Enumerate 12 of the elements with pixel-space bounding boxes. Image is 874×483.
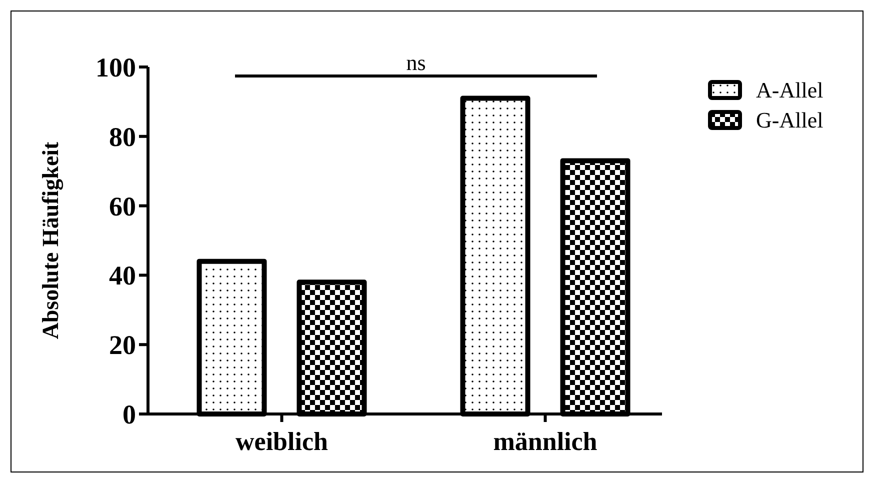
legend-label: G-Allel bbox=[756, 108, 824, 133]
y-axis-title: Absolute Häufigkeit bbox=[38, 141, 64, 340]
legend-label: A-Allel bbox=[756, 78, 824, 103]
y-tick-label: 80 bbox=[109, 122, 136, 152]
y-tick-label: 20 bbox=[109, 330, 136, 360]
y-tick-label: 40 bbox=[109, 260, 136, 291]
x-tick-label: männlich bbox=[493, 427, 598, 456]
y-tick-label: 0 bbox=[122, 399, 136, 430]
x-tick-label: weiblich bbox=[236, 427, 329, 456]
y-tick-label: 60 bbox=[109, 191, 136, 222]
annotation: ns bbox=[406, 50, 426, 75]
y-tick-label: 100 bbox=[96, 52, 136, 82]
